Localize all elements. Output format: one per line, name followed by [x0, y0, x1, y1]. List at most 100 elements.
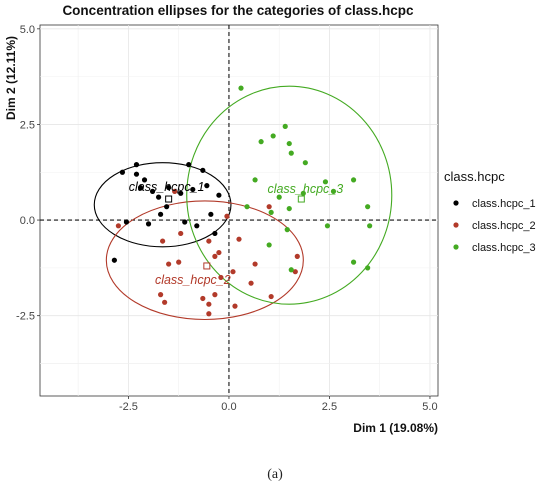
point-class.hcpc_3: [286, 205, 292, 212]
y-tick-label: 0.0: [20, 215, 35, 227]
point-class.hcpc_1: [149, 188, 156, 194]
point-class.hcpc_1: [212, 230, 218, 237]
legend-label-class.hcpc_2: class.hcpc_2: [472, 220, 536, 232]
plot-panel: [39, 24, 439, 397]
point-class.hcpc_2: [294, 253, 300, 259]
point-class.hcpc_3: [330, 188, 337, 194]
y-axis-ticks: -2.5 0.0 2.5 5.0: [16, 24, 40, 323]
centroid-label-class.hcpc_1: class_hcpc_1: [129, 180, 205, 194]
legend-key-class.hcpc_1: [453, 200, 459, 206]
centroid-class.hcpc_1: [165, 195, 173, 203]
point-class.hcpc_3: [276, 194, 282, 200]
point-class.hcpc_3: [252, 177, 258, 183]
point-class.hcpc_3: [268, 209, 274, 216]
point-class.hcpc_3: [270, 133, 276, 139]
point-class.hcpc_2: [218, 274, 224, 281]
point-class.hcpc_2: [224, 213, 230, 219]
point-class.hcpc_1: [119, 169, 126, 175]
points: [111, 85, 373, 317]
point-class.hcpc_1: [216, 192, 222, 198]
x-axis-ticks: -2.5 0.0 2.5 5.0: [119, 396, 438, 413]
point-class.hcpc_2: [212, 292, 218, 298]
point-class.hcpc_1: [194, 223, 200, 229]
point-class.hcpc_1: [158, 211, 164, 217]
point-class.hcpc_2: [200, 295, 206, 302]
point-class.hcpc_2: [268, 293, 274, 300]
point-class.hcpc_2: [230, 269, 236, 275]
point-class.hcpc_2: [232, 303, 238, 309]
x-tick-label: 5.0: [422, 401, 437, 413]
point-class.hcpc_1: [208, 211, 214, 217]
reference-lines: [40, 25, 438, 396]
point-class.hcpc_1: [200, 167, 206, 173]
point-class.hcpc_3: [238, 85, 244, 91]
point-class.hcpc_2: [206, 301, 212, 307]
point-class.hcpc_3: [288, 267, 294, 273]
point-class.hcpc_2: [216, 249, 222, 256]
centroids: class_hcpc_1 class_hcpc_2 class_hcpc_3: [129, 180, 343, 287]
legend: class.hcpc class.hcpc_1 class.hcpc_2class…: [444, 169, 536, 254]
point-class.hcpc_2: [158, 292, 164, 298]
point-class.hcpc_1: [190, 186, 196, 193]
point-class.hcpc_1: [133, 162, 140, 168]
point-class.hcpc_2: [176, 259, 182, 265]
point-class.hcpc_3: [350, 259, 357, 265]
point-class.hcpc_1: [145, 221, 152, 227]
point-class.hcpc_3: [324, 223, 331, 229]
point-class.hcpc_3: [282, 123, 288, 129]
point-class.hcpc_1: [133, 171, 140, 177]
centroid-class.hcpc_2: [203, 262, 211, 270]
point-class.hcpc_3: [365, 204, 371, 210]
chart-title: Concentration ellipses for the categorie…: [62, 3, 414, 18]
point-class.hcpc_2: [206, 311, 212, 317]
centroid-class.hcpc_3: [297, 195, 305, 203]
point-class.hcpc_2: [166, 261, 172, 267]
point-class.hcpc_2: [172, 188, 178, 194]
point-class.hcpc_2: [206, 238, 212, 244]
point-class.hcpc_1: [137, 184, 144, 191]
point-class.hcpc_1: [182, 219, 188, 225]
ellipse-class.hcpc_3: [186, 85, 393, 305]
point-class.hcpc_1: [178, 190, 184, 196]
point-class.hcpc_3: [266, 242, 272, 248]
point-class.hcpc_2: [178, 230, 184, 237]
legend-key-class.hcpc_3: [453, 244, 459, 250]
point-class.hcpc_2: [252, 261, 258, 267]
point-class.hcpc_1: [111, 257, 117, 263]
y-tick-label: -2.5: [16, 311, 35, 323]
point-class.hcpc_3: [258, 139, 264, 145]
ellipses: [93, 85, 393, 321]
figure-caption: (a): [267, 467, 283, 482]
point-class.hcpc_1: [186, 162, 192, 168]
ellipse-class.hcpc_1: [93, 162, 232, 248]
point-class.hcpc_3: [244, 204, 250, 210]
point-class.hcpc_2: [115, 223, 121, 229]
point-class.hcpc_2: [248, 280, 254, 286]
y-axis-label: Dim 2 (12.11%): [4, 36, 18, 120]
x-tick-label: 0.0: [221, 401, 236, 413]
point-class.hcpc_1: [155, 194, 162, 200]
ellipse-class.hcpc_2: [105, 200, 304, 321]
point-class.hcpc_2: [236, 236, 242, 242]
point-class.hcpc_3: [367, 223, 373, 229]
point-class.hcpc_3: [284, 227, 290, 233]
point-class.hcpc_2: [266, 204, 272, 210]
legend-label-class.hcpc_3: class.hcpc_3: [472, 242, 536, 254]
x-axis-label: Dim 1 (19.08%): [353, 421, 438, 435]
point-class.hcpc_3: [322, 179, 329, 185]
point-class.hcpc_2: [292, 269, 298, 275]
legend-label-class.hcpc_1: class.hcpc_1: [472, 198, 536, 210]
point-class.hcpc_2: [160, 238, 166, 244]
legend-key-class.hcpc_2: [453, 222, 459, 228]
point-class.hcpc_3: [350, 177, 357, 183]
point-class.hcpc_3: [300, 190, 306, 196]
legend-title: class.hcpc: [444, 169, 505, 184]
point-class.hcpc_2: [162, 299, 168, 305]
point-class.hcpc_1: [141, 177, 148, 183]
point-class.hcpc_3: [302, 160, 308, 166]
x-tick-label: -2.5: [119, 401, 138, 413]
y-tick-label: 2.5: [20, 119, 35, 131]
centroid-label-class.hcpc_2: class_hcpc_2: [155, 273, 231, 287]
point-class.hcpc_3: [365, 265, 371, 271]
